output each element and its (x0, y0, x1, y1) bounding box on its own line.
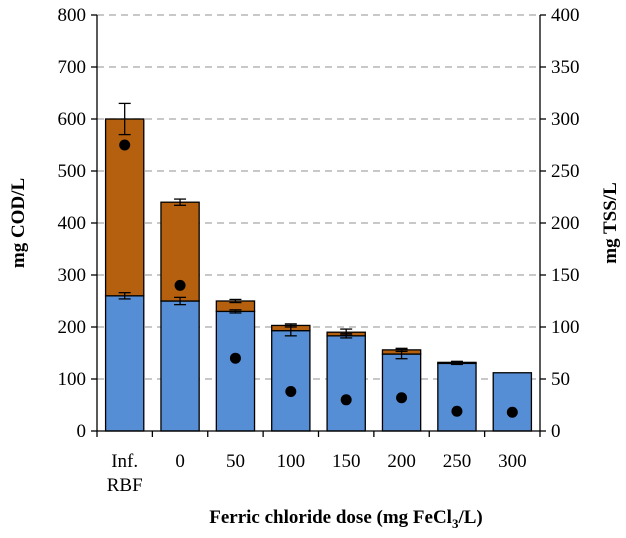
y2-axis-title: mg TSS/L (600, 182, 621, 264)
y-tick-label: 100 (58, 369, 87, 390)
y-tick-label: 700 (58, 57, 87, 78)
tss-points (119, 139, 518, 418)
tss-point (119, 139, 131, 151)
error-bars (118, 102, 463, 366)
y2-tick-label: 0 (551, 421, 561, 442)
x-tick-label: 150 (332, 451, 361, 472)
y2-tick-label: 200 (551, 213, 580, 234)
y2-tick-label: 100 (551, 317, 580, 338)
tss-point (340, 394, 352, 406)
tss-point (285, 385, 297, 397)
y2-tick-label: 50 (551, 369, 570, 390)
x-tick-label: 200 (387, 451, 416, 472)
bar-segment (326, 335, 366, 432)
y-axis-title: mg COD/L (8, 178, 29, 268)
tss-point (451, 405, 463, 417)
bar-segment (271, 329, 311, 432)
x-tick-label: 50 (226, 451, 245, 472)
x-tick-label: 100 (277, 451, 306, 472)
y-tick-label: 300 (58, 265, 87, 286)
y2-tick-label: 250 (551, 161, 580, 182)
x-tick-label: 300 (498, 451, 527, 472)
y-tick-label: 200 (58, 317, 87, 338)
y-tick-label: 0 (77, 421, 87, 442)
bar-segment (492, 372, 533, 432)
bar-segment (215, 310, 256, 432)
x-tick-label: RBF (107, 475, 143, 496)
y2-tick-label: 300 (551, 109, 580, 130)
x-tick-label: 250 (443, 451, 472, 472)
bars (104, 118, 533, 432)
tick-labels: 0100200300400500600700800050100150200250… (58, 5, 580, 496)
bar-segment (160, 300, 200, 432)
bar-segment (437, 362, 477, 432)
x-tick-label: 0 (175, 451, 185, 472)
y2-tick-label: 150 (551, 265, 580, 286)
y-tick-label: 400 (58, 213, 87, 234)
y2-tick-label: 400 (551, 5, 580, 26)
tss-point (174, 279, 186, 291)
axes (91, 14, 546, 437)
tss-point (229, 352, 241, 364)
y-tick-label: 600 (58, 109, 87, 130)
x-tick-label: Inf. (111, 451, 138, 472)
tss-point (506, 406, 518, 418)
y-tick-label: 500 (58, 161, 87, 182)
y2-tick-label: 350 (551, 57, 580, 78)
y-tick-label: 800 (58, 5, 87, 26)
x-axis-title: Ferric chloride dose (mg FeCl3/L) (209, 507, 482, 531)
tss-point (396, 392, 408, 404)
bar-segment (104, 295, 145, 432)
